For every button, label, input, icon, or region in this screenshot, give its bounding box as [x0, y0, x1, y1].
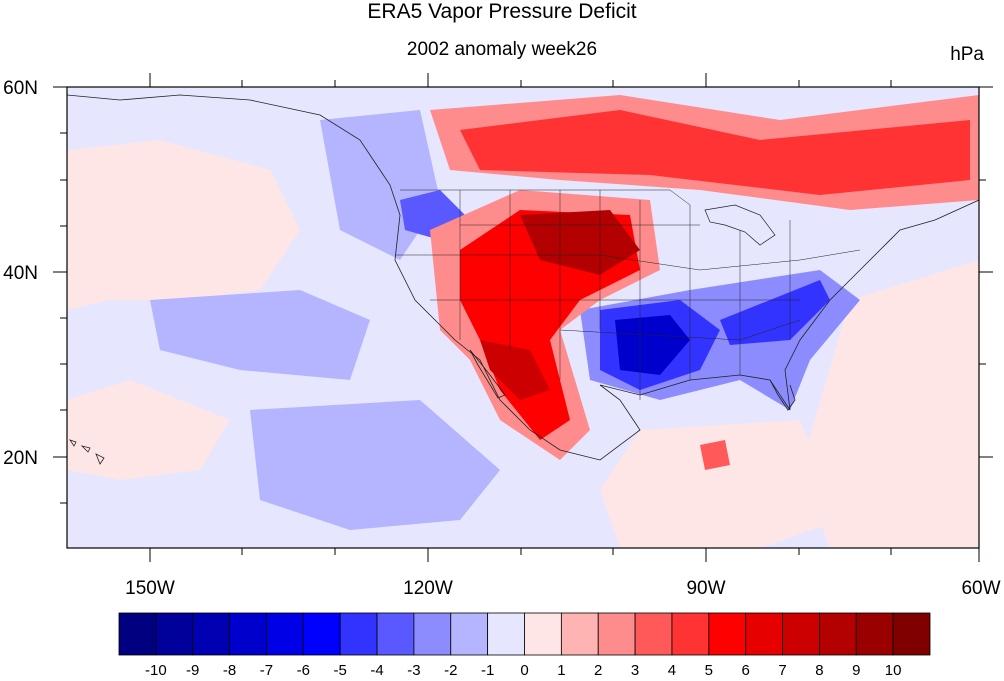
anomaly-region-light-pink-southwest: [67, 380, 230, 480]
colorbar-tick-label: -8: [223, 662, 236, 679]
lon-label-90w: 90W: [686, 578, 725, 599]
lon-label-150w: 150W: [125, 578, 175, 599]
colorbar-swatch: [708, 612, 747, 656]
axis-ticks: [53, 73, 993, 562]
units-label: hPa: [950, 44, 984, 65]
colorbar-tick-label: 10: [885, 662, 902, 679]
colorbar-swatch: [302, 612, 341, 656]
figure-subtitle: 2002 anomaly week26: [406, 39, 598, 60]
colorbar-swatch: [229, 612, 267, 656]
anomaly-region-light-pink-west: [67, 140, 300, 310]
colorbar-tick-label: -3: [407, 662, 420, 679]
colorbar-swatch: [597, 612, 636, 656]
colorbar-tick-label: -2: [444, 662, 457, 679]
figure-title: ERA5 Vapor Pressure Deficit: [367, 0, 637, 23]
colorbar-swatch: [560, 612, 599, 656]
lat-label-40n: 40N: [3, 263, 38, 284]
colorbar-tick-label: 6: [742, 662, 750, 679]
lon-label-60w: 60W: [961, 578, 1000, 599]
lat-label-20n: 20N: [3, 448, 38, 469]
colorbar-swatch: [266, 612, 304, 656]
colorbar-tick-label: 2: [594, 662, 602, 679]
anomaly-region-red-canada-core: [460, 110, 970, 195]
colorbar-swatch: [413, 612, 452, 656]
colorbar-swatch: [745, 612, 783, 656]
colorbar-tick-label: 9: [852, 662, 860, 679]
colorbar-swatch: [634, 612, 673, 656]
colorbar-swatch: [450, 612, 489, 656]
coastline: [67, 94, 979, 461]
colorbar-tick-label: -7: [260, 662, 273, 679]
hawaii-islands: [69, 439, 105, 465]
colorbar-tick-label: -4: [370, 662, 383, 679]
anomaly-region-blue-southpacific: [250, 400, 500, 530]
anomaly-region-red-plains-max: [520, 210, 640, 275]
anomaly-region-red-yucatan: [700, 440, 730, 470]
florida-coastline: [769, 379, 796, 411]
anomaly-region-blue-pacific: [150, 290, 370, 380]
colorbar-labels: -10 -9 -8 -7 -6 -5 -4 -3 -2 -1 0 1 2 3 4 5 6 7 8 9 10: [145, 662, 901, 679]
lat-label-60n: 60N: [3, 78, 38, 99]
colorbar-tick-label: 4: [668, 662, 676, 679]
anomaly-region-blue-texas-core: [615, 315, 690, 375]
colorbar-tick-label: 0: [520, 662, 528, 679]
anomaly-region-red-mexico-core: [480, 340, 550, 400]
colorbar-swatch: [339, 612, 378, 656]
colorbar-swatch: [819, 612, 857, 656]
colorbar-swatch: [782, 612, 820, 656]
anomaly-region-light-pink-east: [800, 260, 979, 548]
baja-coastline: [469, 349, 506, 399]
colorbar-tick-label: -1: [481, 662, 494, 679]
colorbar-swatch: [192, 612, 230, 656]
colorbar-tick-label: -5: [334, 662, 347, 679]
colorbar-tick-label: 5: [705, 662, 713, 679]
colorbar-swatch: [524, 612, 562, 656]
colorbar-tick-label: -6: [297, 662, 310, 679]
colorbar-swatch: [671, 612, 710, 656]
colorbar-swatch: [155, 612, 194, 656]
colorbar-swatch: [855, 612, 894, 656]
great-lakes: [704, 204, 776, 246]
colorbar-swatch: [376, 612, 415, 656]
colorbar-swatch: [487, 612, 525, 656]
colorbar-swatch: [892, 612, 931, 656]
map-field: [67, 87, 979, 548]
colorbar-tick-label: 7: [778, 662, 786, 679]
lon-label-120w: 120W: [403, 578, 453, 599]
colorbar-tick-label: 3: [631, 662, 639, 679]
anomaly-region-blue-appalachia: [720, 280, 830, 345]
colorbar-swatch: [118, 612, 157, 656]
state-boundaries: [395, 189, 861, 400]
colorbar-tick-label: 1: [557, 662, 565, 679]
colorbar-tick-label: 8: [815, 662, 823, 679]
anomaly-region-light-pink-caribbean: [600, 420, 840, 548]
colorbar: [118, 612, 931, 656]
colorbar-tick-label: -10: [145, 662, 167, 679]
colorbar-tick-label: -9: [186, 662, 199, 679]
